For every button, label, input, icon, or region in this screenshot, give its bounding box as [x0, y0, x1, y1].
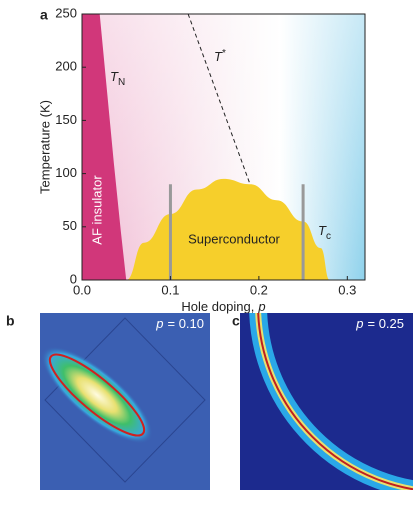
x-tick-label: 0.1 — [161, 282, 179, 297]
y-tick-label: 200 — [55, 59, 77, 74]
panel-label: b — [6, 313, 15, 329]
y-tick-label: 50 — [63, 218, 77, 233]
label-sup: * — [222, 48, 226, 59]
region-label: AF insulator — [89, 175, 104, 245]
y-tick-label: 150 — [55, 112, 77, 127]
label-sub: N — [118, 77, 125, 88]
region-label: Superconductor — [188, 231, 280, 246]
x-tick-label: 0.3 — [338, 282, 356, 297]
y-axis-label: Temperature (K) — [37, 100, 52, 194]
panel-caption: p = 0.10 — [155, 316, 204, 331]
panel-b — [28, 313, 210, 490]
y-tick-label: 100 — [55, 165, 77, 180]
x-axis-label-var: p — [257, 299, 265, 314]
figure: 0501001502002500.00.10.20.3Hole doping,p… — [0, 0, 413, 515]
caption-var: p — [155, 316, 163, 331]
x-axis-label: Hole doping,p — [181, 299, 265, 314]
x-axis-label-text: Hole doping, — [181, 299, 254, 314]
panel-caption: p = 0.25 — [355, 316, 404, 331]
caption-text: = 0.25 — [367, 316, 404, 331]
panel-label: a — [40, 7, 48, 23]
caption-text: = 0.10 — [167, 316, 204, 331]
caption-var: p — [355, 316, 363, 331]
panel-label: c — [232, 313, 240, 329]
x-tick-label: 0.0 — [73, 282, 91, 297]
x-tick-label: 0.2 — [250, 282, 268, 297]
y-tick-label: 250 — [55, 5, 77, 20]
label-sub: c — [326, 231, 331, 242]
